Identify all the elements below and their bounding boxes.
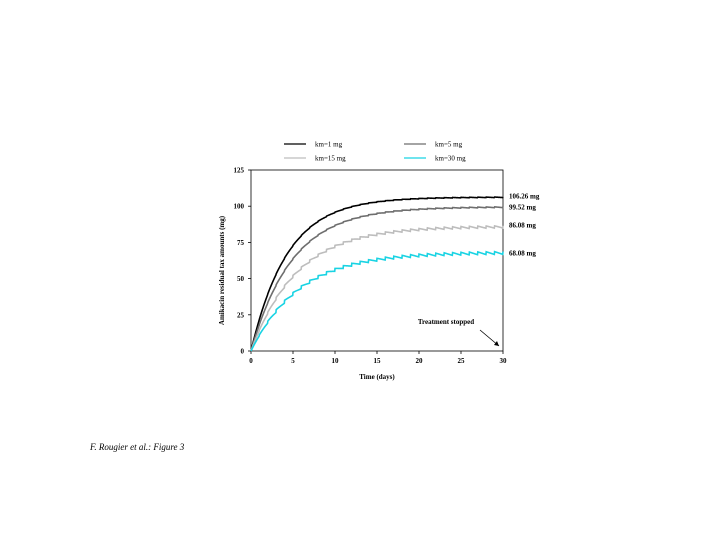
- y-tick-label: 50: [237, 275, 245, 283]
- y-tick-label: 25: [237, 311, 245, 319]
- x-tick-label: 20: [416, 357, 424, 365]
- y-tick-label: 0: [241, 348, 245, 356]
- series-end-label: 86.08 mg: [509, 222, 536, 230]
- series-end-label: 99.52 mg: [509, 204, 536, 212]
- plot-area: 0 5 10 15 20 25 30 0 25 50 75 100 125 Time (days) Amik…: [218, 167, 540, 382]
- series-end-label: 106.26 mg: [509, 193, 540, 201]
- legend-entry: km=5 mg: [435, 141, 463, 149]
- x-tick-label: 0: [249, 357, 253, 365]
- series-line-4: [250, 250, 504, 352]
- x-axis-title: Time (days): [359, 373, 395, 381]
- arrow-head-icon: [494, 341, 499, 346]
- annotation-text: Treatment stopped: [418, 318, 474, 326]
- series-end-label: 68.08 mg: [509, 250, 536, 258]
- y-tick-label: 75: [237, 239, 245, 247]
- y-tick-label: 100: [234, 203, 245, 211]
- figure-caption: F. Rougier et al.: Figure 3: [90, 442, 185, 452]
- legend: km=1 mg km=5 mg km=15 mg km=30 mg: [284, 141, 466, 163]
- legend-entry: km=15 mg: [315, 155, 346, 163]
- x-tick-label: 15: [374, 357, 382, 365]
- x-tick-label: 5: [291, 357, 295, 365]
- x-tick-label: 10: [332, 357, 340, 365]
- series-line-3: [250, 224, 504, 352]
- series-line-2: [250, 205, 504, 352]
- series-line-1: [250, 196, 504, 352]
- legend-entry: km=1 mg: [315, 141, 343, 149]
- y-axis-title: Amikacin residual tax amounts (mg): [218, 215, 226, 325]
- x-tick-label: 30: [500, 357, 508, 365]
- y-tick-label: 125: [234, 167, 245, 175]
- x-tick-label: 25: [458, 357, 466, 365]
- legend-entry: km=30 mg: [435, 155, 466, 163]
